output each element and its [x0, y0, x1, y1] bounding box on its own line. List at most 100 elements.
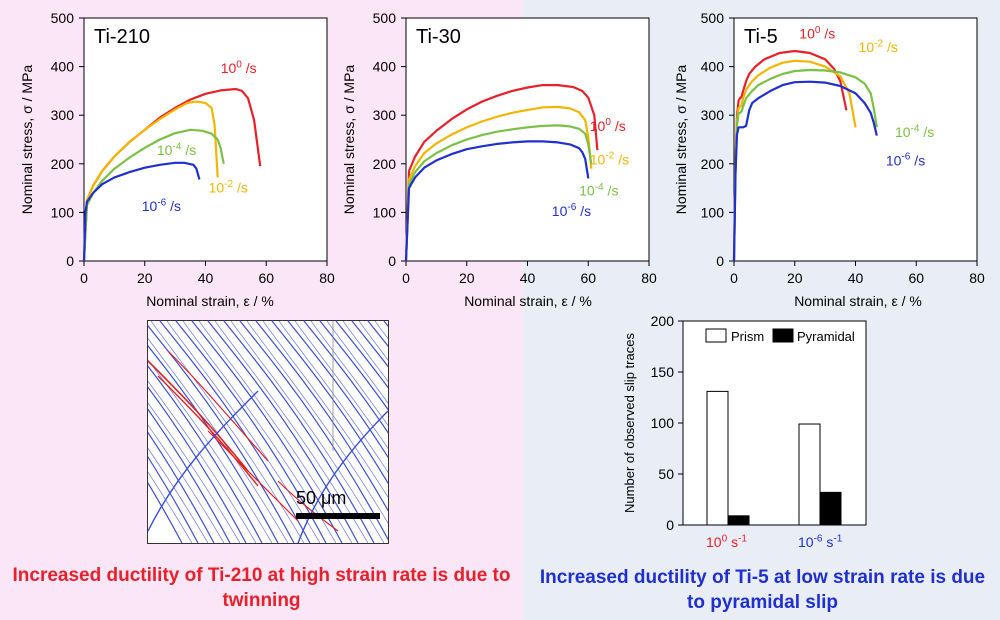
grain-boundary-trace [148, 325, 295, 543]
series-line-blue [404, 140, 590, 262]
x-axis-label: Nominal strain, ε / % [146, 293, 274, 309]
x-tick-label: 40 [848, 270, 864, 286]
series-line-orange [404, 105, 593, 262]
y-axis-label: Nominal stress, σ / MPa [19, 65, 35, 215]
grain-boundary-trace [148, 471, 193, 543]
twin-trace [148, 360, 249, 472]
series-label-green: 10-4 /s [579, 182, 618, 199]
grain-boundary-trace [271, 321, 388, 485]
series-label-orange: 10-2 /s [859, 38, 898, 55]
grain-boundary-trace [148, 424, 225, 543]
x-tick-label: 40 [198, 270, 214, 286]
bar-prism [706, 390, 729, 526]
grain-boundary-trace [262, 321, 388, 498]
y-tick-label: 0 [716, 253, 724, 269]
y-tick-label: 500 [51, 10, 75, 26]
stress-strain-chart-3: 0 100 200 300 400 500 0 20 40 60 80 Ti-5 Nominal str… [673, 10, 985, 309]
grain-boundary-trace [148, 456, 199, 543]
x-tick-label: 60 [908, 270, 924, 286]
y-tick-label: 100 [51, 204, 75, 220]
grain-boundary-trace [342, 321, 388, 382]
ebsd-micrograph: 50 μm [147, 320, 389, 544]
twin-trace [277, 480, 339, 532]
plot-area [733, 17, 978, 262]
grain-boundary-trace [223, 321, 375, 543]
bar-y-tick-label: 50 [658, 466, 674, 482]
x-tick-label: 20 [137, 270, 153, 286]
grain-boundary-trace [230, 321, 385, 543]
series-label-blue: 10-6 /s [552, 202, 591, 219]
series-line-red [732, 49, 848, 262]
bar-y-tick-label: 100 [651, 415, 675, 431]
bar-y-axis-label: Number of observed slip traces [622, 333, 637, 513]
series-label-blue: 10-6 /s [142, 197, 181, 214]
series-line-blue [82, 161, 201, 262]
grain-boundary-trace [148, 380, 257, 543]
x-tick-label: 80 [319, 270, 335, 286]
grain-boundary-trace [351, 321, 388, 368]
grain-boundary-trace [358, 321, 388, 361]
x-tick-label: 40 [520, 270, 536, 286]
grain-boundary-trace [148, 345, 279, 543]
grain-boundary-trace [148, 447, 209, 543]
series-label-orange: 10-2 /s [590, 151, 629, 168]
grain-boundary-trace [214, 321, 369, 543]
grain-boundary-trace [182, 321, 337, 543]
y-tick-label: 400 [373, 59, 397, 75]
chart-title: Ti-5 [744, 26, 778, 48]
grain-boundary-trace [159, 321, 311, 543]
grain-boundary-trace [303, 321, 388, 434]
plot-area [405, 17, 650, 262]
series-line-green [404, 124, 593, 262]
y-tick-label: 100 [701, 204, 725, 220]
grain-boundary-trace [319, 321, 388, 411]
series-label-green: 10-4 /s [157, 141, 196, 158]
grain-boundary-trace [148, 386, 247, 543]
grain-boundary-trace [294, 321, 388, 449]
x-tick-label: 20 [787, 270, 803, 286]
legend-swatch-pyramidal [772, 328, 794, 343]
chart-title: Ti-30 [416, 26, 461, 48]
series-line-blue [732, 80, 878, 262]
scale-bar [296, 513, 380, 519]
grain-boundary-trace [326, 321, 388, 404]
twin-trace [167, 350, 269, 462]
caption-right: Increased ductility of Ti-5 at low strai… [539, 567, 986, 613]
y-tick-label: 300 [701, 107, 725, 123]
grain-boundary-trace [278, 321, 388, 473]
bar-y-tick-label: 200 [651, 313, 675, 329]
grain-boundary-trace [191, 321, 343, 543]
grain-boundary-trace [148, 408, 231, 543]
series-label-orange: 10-2 /s [209, 179, 248, 196]
grain-boundary-trace [148, 359, 273, 543]
micrograph-traces [148, 321, 388, 543]
grain-boundary-trace [335, 321, 388, 389]
bar-category-label: 100 s-1 [706, 533, 747, 550]
x-tick-label: 0 [80, 270, 88, 286]
series-line-orange [82, 100, 219, 262]
y-tick-label: 0 [388, 253, 396, 269]
y-tick-label: 300 [51, 107, 75, 123]
x-tick-label: 60 [258, 270, 274, 286]
grain-boundary-trace [148, 365, 263, 543]
y-tick-label: 400 [701, 59, 725, 75]
chart-title: Ti-210 [94, 26, 150, 48]
x-axis-label: Nominal strain, ε / % [464, 293, 592, 309]
grain-boundary-trace [297, 410, 388, 543]
series-label-green: 10-4 /s [895, 123, 934, 140]
plot-area [83, 17, 328, 262]
legend-label-prism: Prism [731, 329, 764, 344]
legend-swatch-prism [705, 328, 727, 343]
grain-boundary-trace [148, 481, 183, 543]
x-tick-label: 60 [580, 270, 596, 286]
grain-boundary-trace [148, 390, 259, 532]
series-line-red [404, 83, 599, 262]
stress-strain-chart-2: 0 100 200 300 400 500 0 20 40 60 80 Ti-30 Nominal st… [341, 10, 657, 309]
bar-y-tick-label: 0 [666, 517, 674, 533]
bar-pyramidal [819, 491, 842, 526]
grain-boundary-trace [207, 321, 359, 543]
y-tick-label: 200 [701, 156, 725, 172]
y-tick-label: 500 [701, 10, 725, 26]
bar-pyramidal [727, 515, 750, 526]
